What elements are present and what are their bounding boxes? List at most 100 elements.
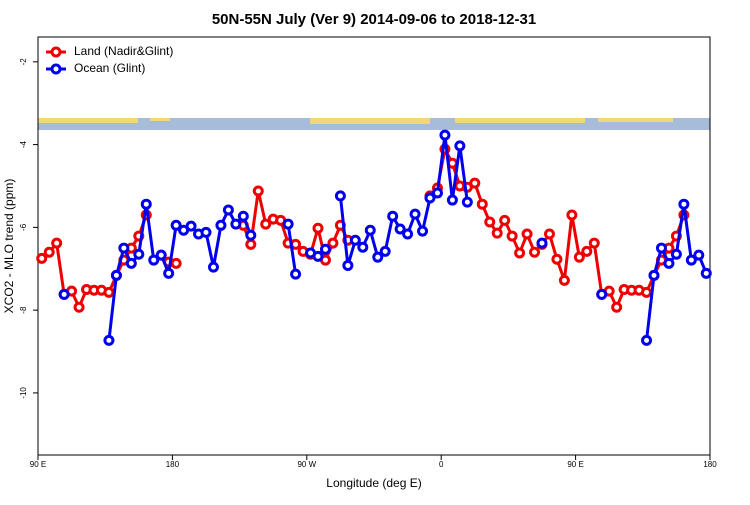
data-point — [207, 261, 219, 273]
data-point — [170, 257, 182, 269]
data-point — [133, 248, 145, 260]
legend-label: Land (Nadir&Glint) — [74, 44, 173, 58]
y-tick-label: -6 — [19, 223, 28, 231]
data-point — [551, 253, 563, 265]
legend-marker — [50, 63, 62, 75]
data-point — [491, 227, 503, 239]
data-point — [230, 218, 242, 230]
data-point — [514, 247, 526, 259]
data-point — [334, 190, 346, 202]
data-point — [357, 241, 369, 253]
x-tick-label: 90 E — [30, 460, 46, 469]
data-point — [685, 254, 697, 266]
data-point — [394, 223, 406, 235]
data-point — [641, 286, 653, 298]
data-point — [536, 237, 548, 249]
y-tick-label: -4 — [19, 141, 28, 149]
data-point — [693, 249, 705, 261]
data-point — [655, 242, 667, 254]
data-point — [469, 177, 481, 189]
data-point — [461, 196, 473, 208]
data-point — [148, 254, 160, 266]
legend-label: Ocean (Glint) — [74, 61, 145, 75]
data-point — [282, 218, 294, 230]
data-point — [431, 187, 443, 199]
data-point — [506, 230, 518, 242]
data-point — [43, 246, 55, 258]
data-point — [372, 251, 384, 263]
data-point — [700, 267, 712, 279]
data-point — [245, 238, 257, 250]
data-point — [476, 198, 488, 210]
data-point — [446, 194, 458, 206]
data-point — [402, 228, 414, 240]
x-tick-label: 180 — [703, 460, 717, 469]
data-point — [260, 218, 272, 230]
data-point — [670, 248, 682, 260]
data-point — [185, 220, 197, 232]
data-point — [163, 267, 175, 279]
map-strip — [38, 118, 710, 130]
data-point — [58, 288, 70, 300]
data-point — [215, 219, 227, 231]
x-tick-label: 0 — [439, 460, 444, 469]
y-tick-label: -8 — [19, 306, 28, 314]
data-point — [327, 237, 339, 249]
data-point — [110, 269, 122, 281]
data-point — [118, 242, 130, 254]
data-point — [521, 228, 533, 240]
chart-title: 50N-55N July (Ver 9) 2014-09-06 to 2018-… — [212, 11, 536, 28]
x-tick-label: 90 E — [567, 460, 583, 469]
data-point — [454, 140, 466, 152]
data-point — [349, 234, 361, 246]
data-point — [237, 210, 249, 222]
series-line — [40, 144, 686, 311]
data-point — [596, 288, 608, 300]
legend-marker — [50, 46, 62, 58]
x-axis-label: Longitude (deg E) — [326, 476, 421, 490]
data-point — [103, 286, 115, 298]
y-tick-label: -10 — [19, 387, 28, 399]
x-tick-label: 180 — [166, 460, 180, 469]
x-tick-label: 90 W — [297, 460, 316, 469]
y-tick-label: -2 — [19, 58, 28, 66]
data-point — [648, 269, 660, 281]
data-point — [379, 245, 391, 257]
data-point — [342, 259, 354, 271]
data-point — [73, 301, 85, 313]
data-point — [417, 225, 429, 237]
data-point — [611, 301, 623, 313]
data-point — [319, 243, 331, 255]
data-point — [573, 251, 585, 263]
data-point — [663, 257, 675, 269]
data-point — [222, 204, 234, 216]
data-point — [678, 198, 690, 210]
data-point — [364, 224, 376, 236]
data-point — [252, 185, 264, 197]
data-point — [51, 237, 63, 249]
data-point — [36, 252, 48, 264]
data-point — [558, 274, 570, 286]
data-point — [439, 129, 451, 141]
data-point — [641, 334, 653, 346]
data-point — [581, 245, 593, 257]
data-point — [424, 192, 436, 204]
data-point — [125, 257, 137, 269]
y-axis-label: XCO2 - MLO trend (ppm) — [2, 179, 16, 314]
data-point — [409, 208, 421, 220]
data-point — [155, 249, 167, 261]
data-point — [245, 229, 257, 241]
data-point — [484, 216, 496, 228]
data-point — [566, 209, 578, 221]
data-point — [312, 250, 324, 262]
data-point — [170, 219, 182, 231]
plot-frame — [37, 36, 711, 456]
data-point — [140, 198, 152, 210]
data-point — [499, 214, 511, 226]
data-point — [312, 222, 324, 234]
data-point — [200, 226, 212, 238]
data-point — [103, 334, 115, 346]
data-point — [543, 228, 555, 240]
data-point — [387, 210, 399, 222]
